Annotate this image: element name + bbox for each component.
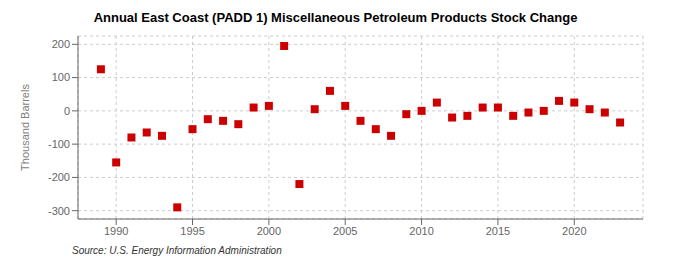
html-text:Annual East Coast (PADD 1) Mis: Annual East Coast (PADD 1) Miscellaneous… <box>93 10 578 25</box>
svg-text:1995: 1995 <box>180 225 204 237</box>
svg-text:1990: 1990 <box>104 225 128 237</box>
svg-text:200: 200 <box>52 38 70 50</box>
svg-text:Thousand Barrels: Thousand Barrels <box>19 84 31 171</box>
svg-text:2005: 2005 <box>333 225 357 237</box>
svg-text:-100: -100 <box>48 138 70 150</box>
svg-text:2000: 2000 <box>257 225 281 237</box>
svg-text:100: 100 <box>52 71 70 83</box>
svg-text:2010: 2010 <box>409 225 433 237</box>
html-text:Source: U.S. Energy Informatio: Source: U.S. Energy Information Administ… <box>72 245 282 256</box>
svg-text:-200: -200 <box>48 171 70 183</box>
svg-text:-300: -300 <box>48 205 70 217</box>
svg-text:2020: 2020 <box>562 225 586 237</box>
svg-text:0: 0 <box>64 105 70 117</box>
svg-text:2015: 2015 <box>486 225 510 237</box>
